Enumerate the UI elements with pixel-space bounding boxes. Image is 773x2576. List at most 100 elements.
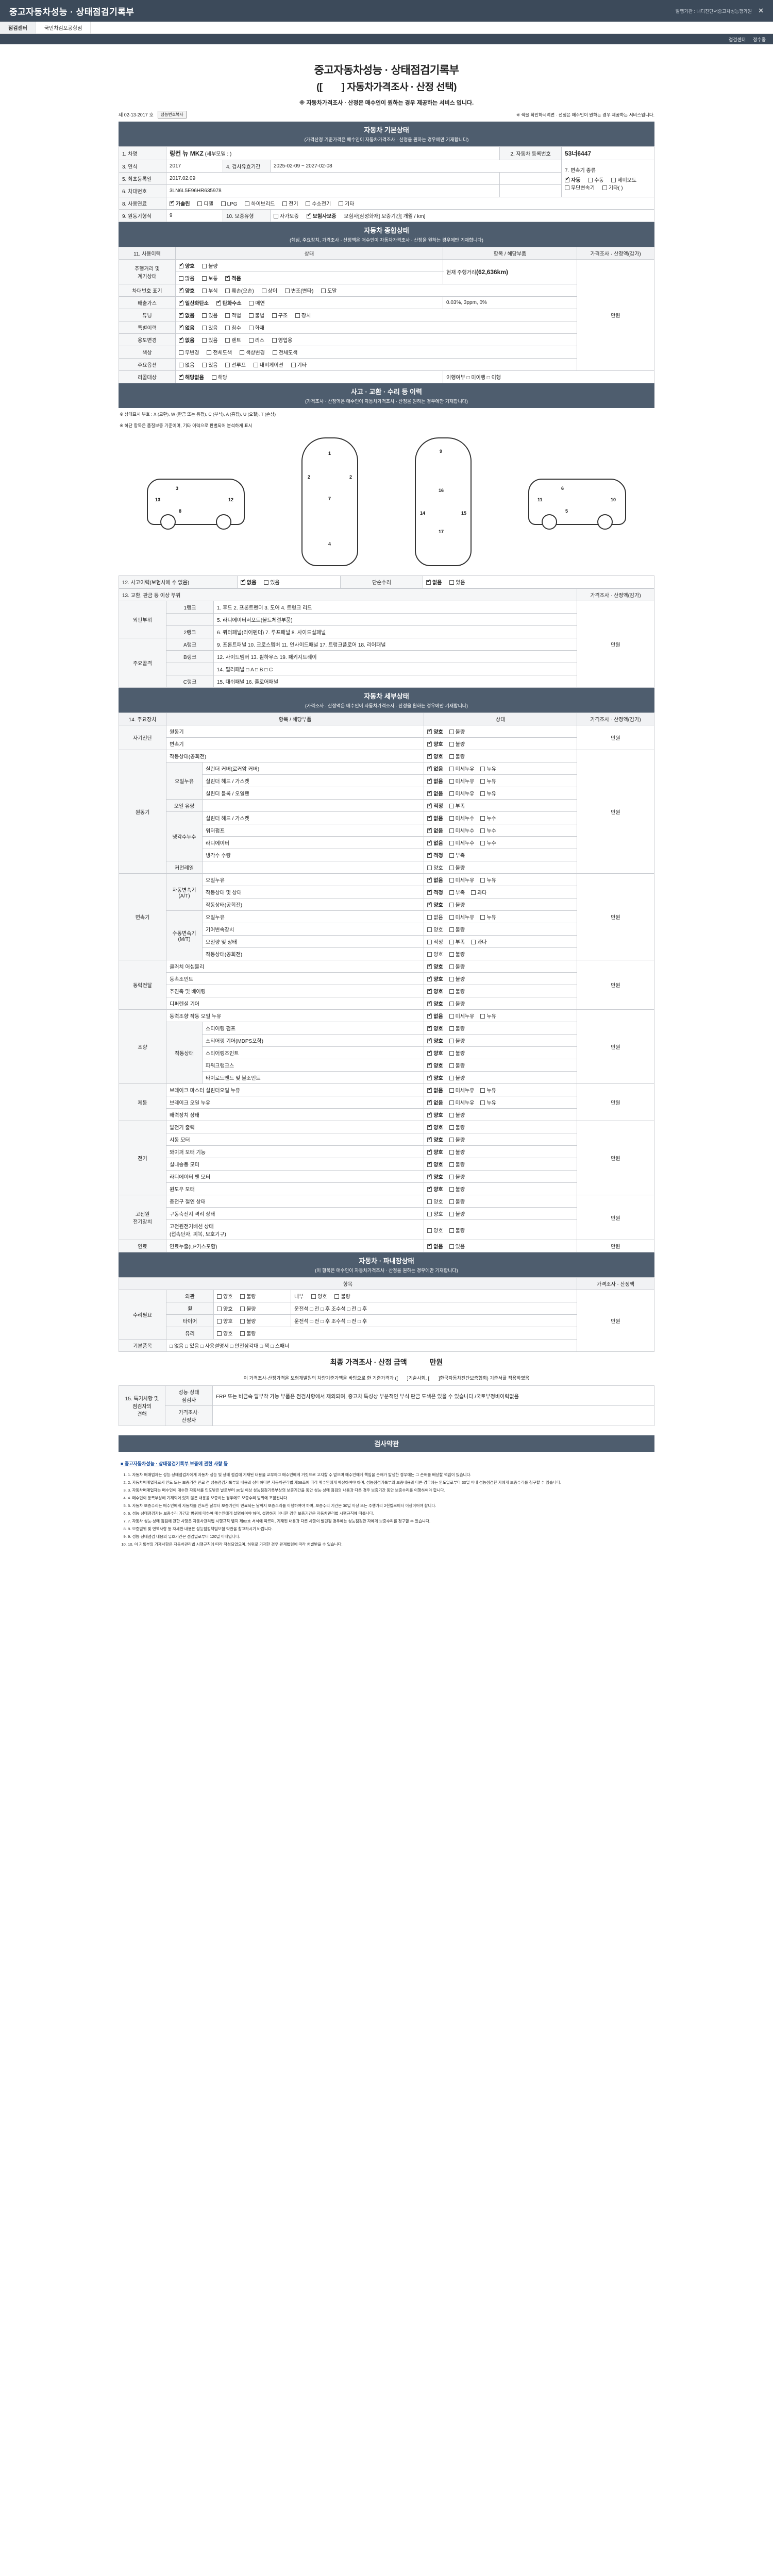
detail-state-2-6[interactable]: 양호 불량	[424, 947, 577, 961]
trans-opt-other[interactable]: 기타( )	[602, 183, 623, 191]
detail-state-2-5[interactable]: 적정 부족 과다	[424, 935, 577, 948]
detail-5-0-opt-1[interactable]: 미세누유	[449, 1086, 474, 1094]
simple-repair-opts[interactable]: 없음 있음	[423, 575, 654, 589]
tire-bad[interactable]: 불량	[240, 1317, 256, 1325]
detail-1-6-opt-0[interactable]: 없음	[427, 826, 443, 834]
detail-1-9-opt-1[interactable]: 불량	[449, 863, 465, 871]
detail-3-2-opt-0[interactable]: 양호	[427, 987, 443, 995]
vinmark-painted[interactable]: 도말	[321, 286, 337, 294]
fuel-opt-diesel[interactable]: 디젤	[197, 199, 213, 207]
detail-2-1-opt-0[interactable]: 적정	[427, 888, 443, 896]
mileage-state-2[interactable]: 많음 보통 적음	[175, 272, 443, 284]
detail-2-3-opt-2[interactable]: 누유	[480, 913, 496, 921]
options-state[interactable]: 없음 있음 선루프 내비게이션 기타	[175, 358, 577, 371]
toolbar-item-center[interactable]: 점검센터	[729, 37, 746, 42]
rank-b2-items[interactable]: 14. 필러패널 □ A □ B □ C	[213, 663, 577, 676]
tire-good[interactable]: 양호	[217, 1317, 232, 1325]
detail-2-4-opt-0[interactable]: 양호	[427, 925, 443, 933]
detail-4-2-opt-0[interactable]: 양호	[427, 1037, 443, 1044]
accident-history-opts[interactable]: 없음 있음	[237, 575, 341, 589]
recall-fulfill[interactable]: 이행여부 □ 미이행 □ 이행	[443, 370, 654, 383]
detail-4-4-opt-1[interactable]: 불량	[449, 1061, 465, 1069]
detail-6-3-opt-0[interactable]: 양호	[427, 1160, 443, 1168]
detail-7-1-opt-0[interactable]: 양호	[427, 1210, 443, 1217]
warranty-opt-self[interactable]: 자가보증	[274, 212, 299, 219]
toolbar-item-user[interactable]: 정수종	[753, 37, 766, 42]
detail-1-5-opt-0[interactable]: 없음	[427, 814, 443, 822]
detail-4-1-opt-1[interactable]: 불량	[449, 1024, 465, 1032]
detail-state-4-4[interactable]: 양호 불량	[424, 1059, 577, 1072]
tuning-structure[interactable]: 구조	[272, 311, 288, 319]
detail-3-0-opt-1[interactable]: 불량	[449, 962, 465, 970]
wheel-good[interactable]: 양호	[217, 1304, 232, 1312]
detail-2-6-opt-1[interactable]: 불량	[449, 950, 465, 958]
detail-state-4-2[interactable]: 양호 불량	[424, 1034, 577, 1047]
glass-opts[interactable]: 양호 불량	[213, 1327, 577, 1340]
tire-positions[interactable]: 운전석 □ 전 □ 후 조수석 □ 전 □ 후	[291, 1314, 577, 1328]
interior-cell[interactable]: 내부 양호 불량	[291, 1290, 577, 1303]
glass-bad[interactable]: 불량	[240, 1329, 256, 1337]
detail-state-6-4[interactable]: 양호 불량	[424, 1170, 577, 1183]
fuel-opt-hydrogen[interactable]: 수소전기	[306, 199, 331, 207]
mileage-many[interactable]: 많음	[179, 274, 194, 282]
detail-1-2-opt-2[interactable]: 누유	[480, 777, 496, 785]
detail-7-0-opt-0[interactable]: 양호	[427, 1197, 443, 1205]
exterior-opts[interactable]: 양호 불량	[213, 1290, 291, 1303]
accident-yes[interactable]: 있음	[264, 578, 280, 586]
opt-other[interactable]: 기타	[291, 361, 307, 368]
detail-1-9-opt-0[interactable]: 양호	[427, 863, 443, 871]
detail-1-4-opt-1[interactable]: 부족	[449, 802, 465, 809]
detail-state-6-2[interactable]: 양호 불량	[424, 1145, 577, 1159]
color-state[interactable]: 무변경 전체도색 색상변경 전체도색	[175, 346, 577, 359]
tuning-illegal[interactable]: 불법	[248, 311, 264, 319]
tuning-device[interactable]: 장치	[295, 311, 311, 319]
interior-bad[interactable]: 불량	[334, 1292, 350, 1300]
wheel-opts[interactable]: 양호 불량	[213, 1302, 291, 1315]
detail-1-1-opt-2[interactable]: 누유	[480, 765, 496, 772]
detail-0-0-opt-0[interactable]: 양호	[427, 727, 443, 735]
opt-navigation[interactable]: 내비게이션	[253, 361, 283, 368]
warranty-options[interactable]: 자가보증 보험사보증 보험사[삼성화재] 보증기간[ 개월 / km]	[270, 209, 654, 222]
detail-6-0-opt-1[interactable]: 불량	[449, 1123, 465, 1131]
tab-inspection-center[interactable]: 점검센터	[0, 22, 36, 33]
recall-state[interactable]: 해당없음 해당	[175, 370, 443, 383]
detail-1-1-opt-0[interactable]: 없음	[427, 765, 443, 772]
trans-opt-auto[interactable]: 자동	[565, 176, 580, 183]
detail-state-2-1[interactable]: 적정 부족 과다	[424, 886, 577, 899]
trans-opt-manual[interactable]: 수동	[588, 176, 604, 183]
detail-state-6-5[interactable]: 양호 불량	[424, 1182, 577, 1196]
detail-2-0-opt-1[interactable]: 미세누유	[449, 876, 474, 884]
tuning-legal[interactable]: 적법	[225, 311, 241, 319]
detail-state-4-0[interactable]: 없음 미세누유 누유	[424, 1009, 577, 1023]
fuel-opt-electric[interactable]: 전기	[282, 199, 298, 207]
detail-state-7-2[interactable]: 양호 불량	[424, 1219, 577, 1241]
close-icon[interactable]: ✕	[758, 7, 764, 14]
usage-yes[interactable]: 있음	[202, 336, 218, 344]
detail-1-7-opt-2[interactable]: 누수	[480, 839, 496, 846]
detail-4-3-opt-1[interactable]: 불량	[449, 1049, 465, 1057]
color-changed[interactable]: 색상변경	[239, 348, 265, 356]
detail-2-5-opt-0[interactable]: 적정	[427, 938, 443, 945]
tire-opts[interactable]: 양호 불량	[213, 1314, 291, 1328]
vinmark-good[interactable]: 양호	[179, 286, 194, 294]
wheel-positions[interactable]: 운전석 □ 전 □ 후 조수석 □ 전 □ 후	[291, 1302, 577, 1315]
detail-state-7-1[interactable]: 양호 불량	[424, 1207, 577, 1221]
detail-0-1-opt-0[interactable]: 양호	[427, 740, 443, 748]
emission-hc[interactable]: 탄화수소	[216, 299, 242, 307]
detail-7-0-opt-1[interactable]: 불량	[449, 1197, 465, 1205]
detail-5-1-opt-1[interactable]: 미세누유	[449, 1098, 474, 1106]
color-unchanged[interactable]: 무변경	[179, 348, 199, 356]
detail-1-6-opt-2[interactable]: 누수	[480, 826, 496, 834]
detail-2-5-opt-2[interactable]: 과다	[471, 938, 486, 945]
detail-2-3-opt-0[interactable]: 없음	[427, 913, 443, 921]
detail-state-2-0[interactable]: 없음 미세누유 누유	[424, 873, 577, 887]
detail-1-8-opt-0[interactable]: 적정	[427, 851, 443, 859]
detail-6-5-opt-0[interactable]: 양호	[427, 1185, 443, 1193]
copy-performance-number-button[interactable]: 성능번호복사	[157, 111, 187, 118]
detail-state-1-6[interactable]: 없음 미세누수 누수	[424, 824, 577, 837]
detail-4-1-opt-0[interactable]: 양호	[427, 1024, 443, 1032]
detail-2-1-opt-1[interactable]: 부족	[449, 888, 465, 896]
detail-2-0-opt-2[interactable]: 누유	[480, 876, 496, 884]
detail-state-1-0[interactable]: 양호 불량	[424, 750, 577, 763]
detail-state-2-3[interactable]: 없음 미세누유 누유	[424, 910, 577, 924]
